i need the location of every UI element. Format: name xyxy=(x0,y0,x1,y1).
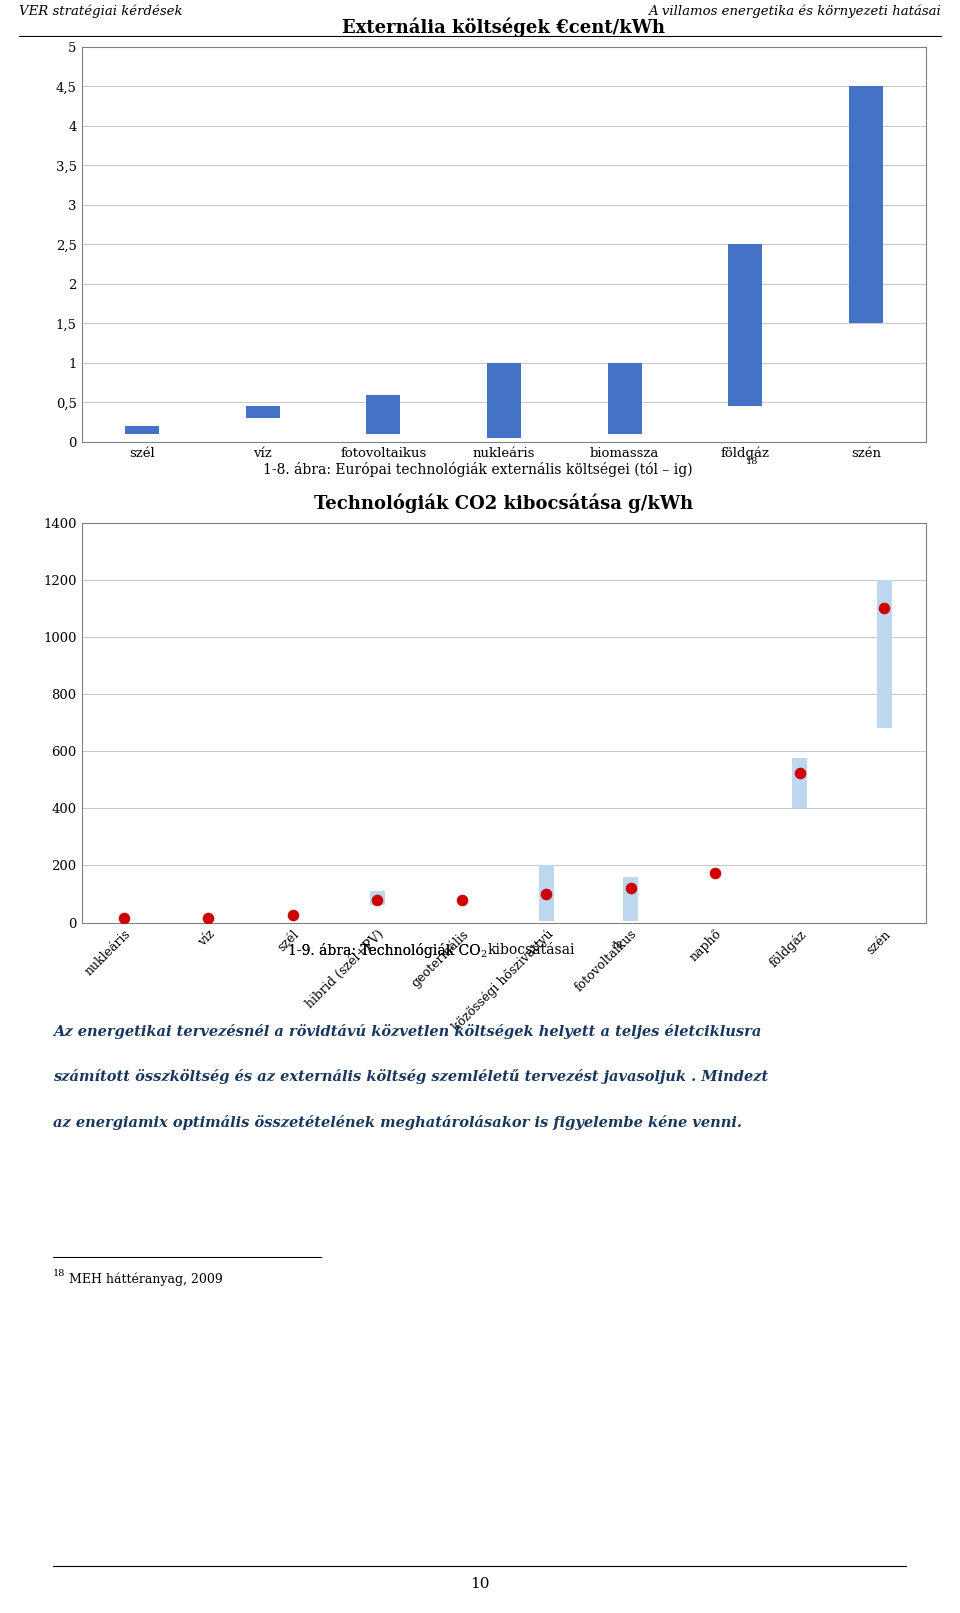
Text: A villamos energetika és környezeti hatásai: A villamos energetika és környezeti hatá… xyxy=(648,5,941,18)
Text: számított összköltség és az externális költség szemléletű tervezést javasoljuk .: számított összköltség és az externális k… xyxy=(53,1069,768,1084)
Bar xyxy=(539,866,554,921)
Point xyxy=(539,881,554,907)
Bar xyxy=(850,87,883,324)
Text: 18: 18 xyxy=(746,456,758,466)
Bar xyxy=(125,426,158,434)
Point xyxy=(370,887,385,913)
Bar xyxy=(246,406,279,418)
Bar xyxy=(792,758,807,808)
Point xyxy=(876,595,892,621)
Point xyxy=(285,903,300,929)
Bar xyxy=(729,245,762,406)
Point xyxy=(708,860,723,886)
Text: 1-9. ábra: Technológiák CO: 1-9. ábra: Technológiák CO xyxy=(287,942,480,958)
Text: 18: 18 xyxy=(53,1269,65,1279)
Text: 18: 18 xyxy=(611,940,623,950)
Text: VER stratégiai kérdések: VER stratégiai kérdések xyxy=(19,5,182,18)
Point xyxy=(454,887,469,913)
Bar xyxy=(608,363,641,434)
Title: Technológiák CO2 kibocsátása g/kWh: Technológiák CO2 kibocsátása g/kWh xyxy=(315,494,693,513)
Text: 10: 10 xyxy=(470,1578,490,1590)
Bar xyxy=(370,892,385,905)
Bar xyxy=(487,363,521,439)
Point xyxy=(792,760,807,786)
Text: kibocsátásai: kibocsátásai xyxy=(488,944,575,957)
Bar xyxy=(367,395,400,434)
Text: az energiamix optimális összetételének meghatárolásakor is figyelembe kéne venni: az energiamix optimális összetételének m… xyxy=(53,1115,742,1129)
Title: Externália költségek €cent/kWh: Externália költségek €cent/kWh xyxy=(343,18,665,37)
Bar xyxy=(623,877,638,921)
Point xyxy=(623,876,638,902)
Text: 1-8. ábra: Európai technológiák externális költségei (tól – ig): 1-8. ábra: Európai technológiák externál… xyxy=(263,461,697,477)
Text: MEH háttéranyag, 2009: MEH háttéranyag, 2009 xyxy=(65,1273,223,1286)
Point xyxy=(116,905,132,931)
Text: 2: 2 xyxy=(480,950,487,960)
Point xyxy=(201,905,216,931)
Bar xyxy=(876,579,892,729)
Text: Az energetikai tervezésnél a rövidtávú közvetlen költségek helyett a teljes élet: Az energetikai tervezésnél a rövidtávú k… xyxy=(53,1024,761,1039)
Text: 1-9. ábra: Technológiák CO: 1-9. ábra: Technológiák CO xyxy=(287,942,480,958)
